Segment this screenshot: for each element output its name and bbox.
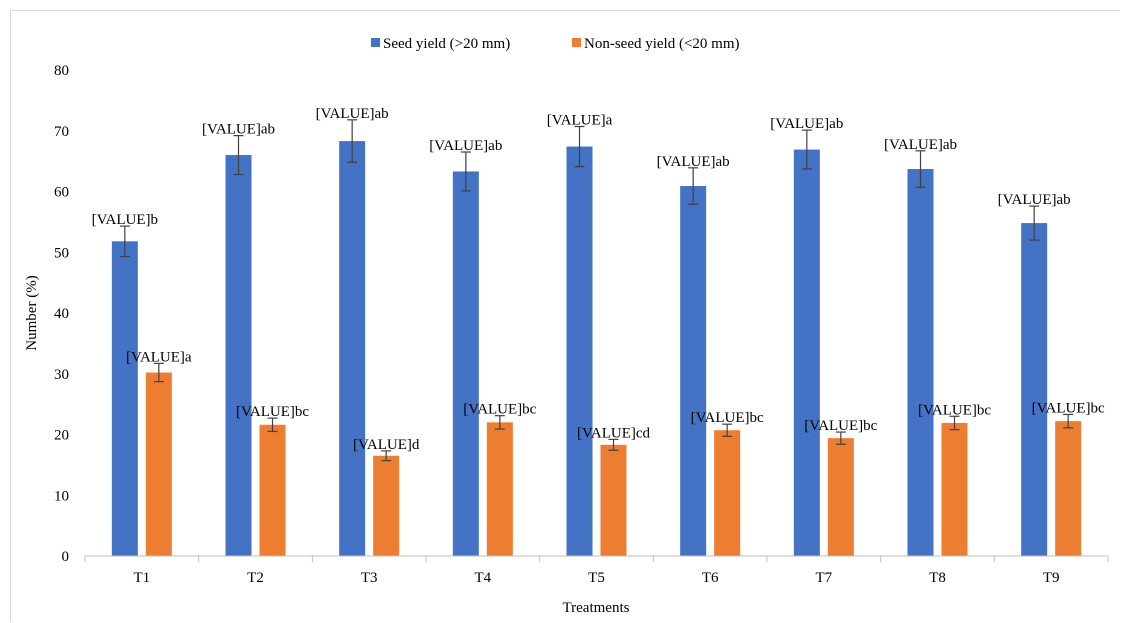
x-tick-label: T2 — [247, 570, 264, 586]
bars — [111, 141, 1082, 557]
y-axis-title: Number (%) — [24, 275, 40, 350]
legend-swatch-seed-yield — [371, 38, 380, 47]
chart-frame — [10, 10, 1120, 622]
x-tick-label: T7 — [815, 570, 832, 586]
data-label: [VALUE]ab — [657, 154, 730, 170]
error-bar — [267, 417, 278, 433]
error-bar — [1063, 413, 1074, 429]
data-label: [VALUE]bc — [918, 402, 991, 418]
data-label: [VALUE]bc — [463, 402, 536, 418]
bar-non-seed-yield — [714, 430, 741, 556]
bar-non-seed-yield — [1055, 421, 1082, 556]
bar-seed-yield — [680, 186, 707, 556]
x-axis-tick-labels: T1 T2 T3 T4 T5 T6 T7 T8 T9 — [84, 556, 1109, 586]
error-bar — [460, 151, 471, 192]
error-bar — [915, 150, 926, 188]
data-label: [VALUE]bc — [236, 404, 309, 420]
data-label: [VALUE]ab — [202, 122, 275, 138]
data-label: [VALUE]d — [353, 437, 420, 453]
bar-seed-yield — [566, 146, 593, 557]
error-bar — [608, 438, 619, 451]
x-tick-label: T3 — [361, 570, 378, 586]
data-label: [VALUE]cd — [577, 425, 651, 441]
y-tick-label: 20 — [54, 428, 69, 444]
y-tick-label: 10 — [54, 488, 69, 504]
error-bar — [347, 119, 358, 163]
bar-seed-yield — [225, 155, 252, 557]
error-bar — [153, 362, 164, 383]
data-label: [VALUE]a — [126, 349, 192, 365]
y-tick-label: 0 — [62, 549, 70, 565]
error-bar — [494, 415, 505, 430]
bar-seed-yield — [452, 171, 479, 556]
data-label: [VALUE]b — [92, 212, 158, 228]
data-label: [VALUE]a — [547, 112, 613, 128]
bar-non-seed-yield — [941, 422, 968, 556]
error-bar — [574, 125, 585, 168]
x-tick-label: T1 — [133, 570, 150, 586]
error-bar — [688, 167, 699, 205]
error-bars — [119, 119, 1074, 462]
bar-non-seed-yield — [259, 424, 286, 556]
y-tick-label: 80 — [54, 63, 69, 79]
bar-non-seed-yield — [373, 455, 400, 556]
legend-label-non-seed-yield: Non-seed yield (<20 mm) — [584, 36, 740, 52]
error-bar — [801, 129, 812, 170]
error-bar — [119, 225, 130, 258]
data-label: [VALUE]ab — [884, 137, 957, 153]
bar-seed-yield — [907, 169, 934, 556]
bar-non-seed-yield — [145, 372, 172, 556]
bar-seed-yield — [111, 241, 138, 556]
data-label: [VALUE]ab — [770, 116, 843, 132]
bar-seed-yield — [339, 141, 366, 556]
legend-swatch-non-seed-yield — [572, 38, 581, 47]
error-bar — [722, 423, 733, 437]
x-tick-label: T9 — [1043, 570, 1060, 586]
x-axis-title: Treatments — [563, 600, 630, 616]
y-tick-label: 30 — [54, 367, 69, 383]
x-tick-label: T8 — [929, 570, 946, 586]
legend-label-seed-yield: Seed yield (>20 mm) — [383, 36, 510, 52]
bar-seed-yield — [793, 149, 820, 556]
y-tick-label: 40 — [54, 306, 69, 322]
error-bar — [835, 431, 846, 445]
bar-non-seed-yield — [486, 422, 513, 556]
data-label: [VALUE]ab — [316, 106, 389, 122]
y-tick-label: 70 — [54, 124, 69, 140]
error-bar — [381, 450, 392, 462]
error-bar — [233, 135, 244, 176]
data-label: [VALUE]ab — [429, 138, 502, 154]
bar-non-seed-yield — [600, 444, 627, 556]
data-label: [VALUE]bc — [804, 418, 877, 434]
x-tick-label: T4 — [474, 570, 491, 586]
error-bar — [1029, 205, 1040, 241]
legend: Seed yield (>20 mm) Non-seed yield (<20 … — [371, 36, 740, 52]
error-bar — [949, 415, 960, 431]
bar-seed-yield — [1021, 223, 1048, 556]
data-labels: [VALUE]b [VALUE]ab [VALUE]ab [VALUE]ab [VALU… — [92, 106, 1105, 453]
y-tick-label: 50 — [54, 245, 69, 261]
data-label: [VALUE]ab — [998, 192, 1071, 208]
x-tick-label: T5 — [588, 570, 605, 586]
y-tick-label: 60 — [54, 185, 69, 201]
bar-non-seed-yield — [827, 438, 854, 556]
data-label: [VALUE]bc — [691, 410, 764, 426]
data-label: [VALUE]bc — [1032, 400, 1105, 416]
y-axis-tick-labels: 0 10 20 30 40 50 60 70 80 — [54, 63, 69, 565]
x-tick-label: T6 — [702, 570, 719, 586]
